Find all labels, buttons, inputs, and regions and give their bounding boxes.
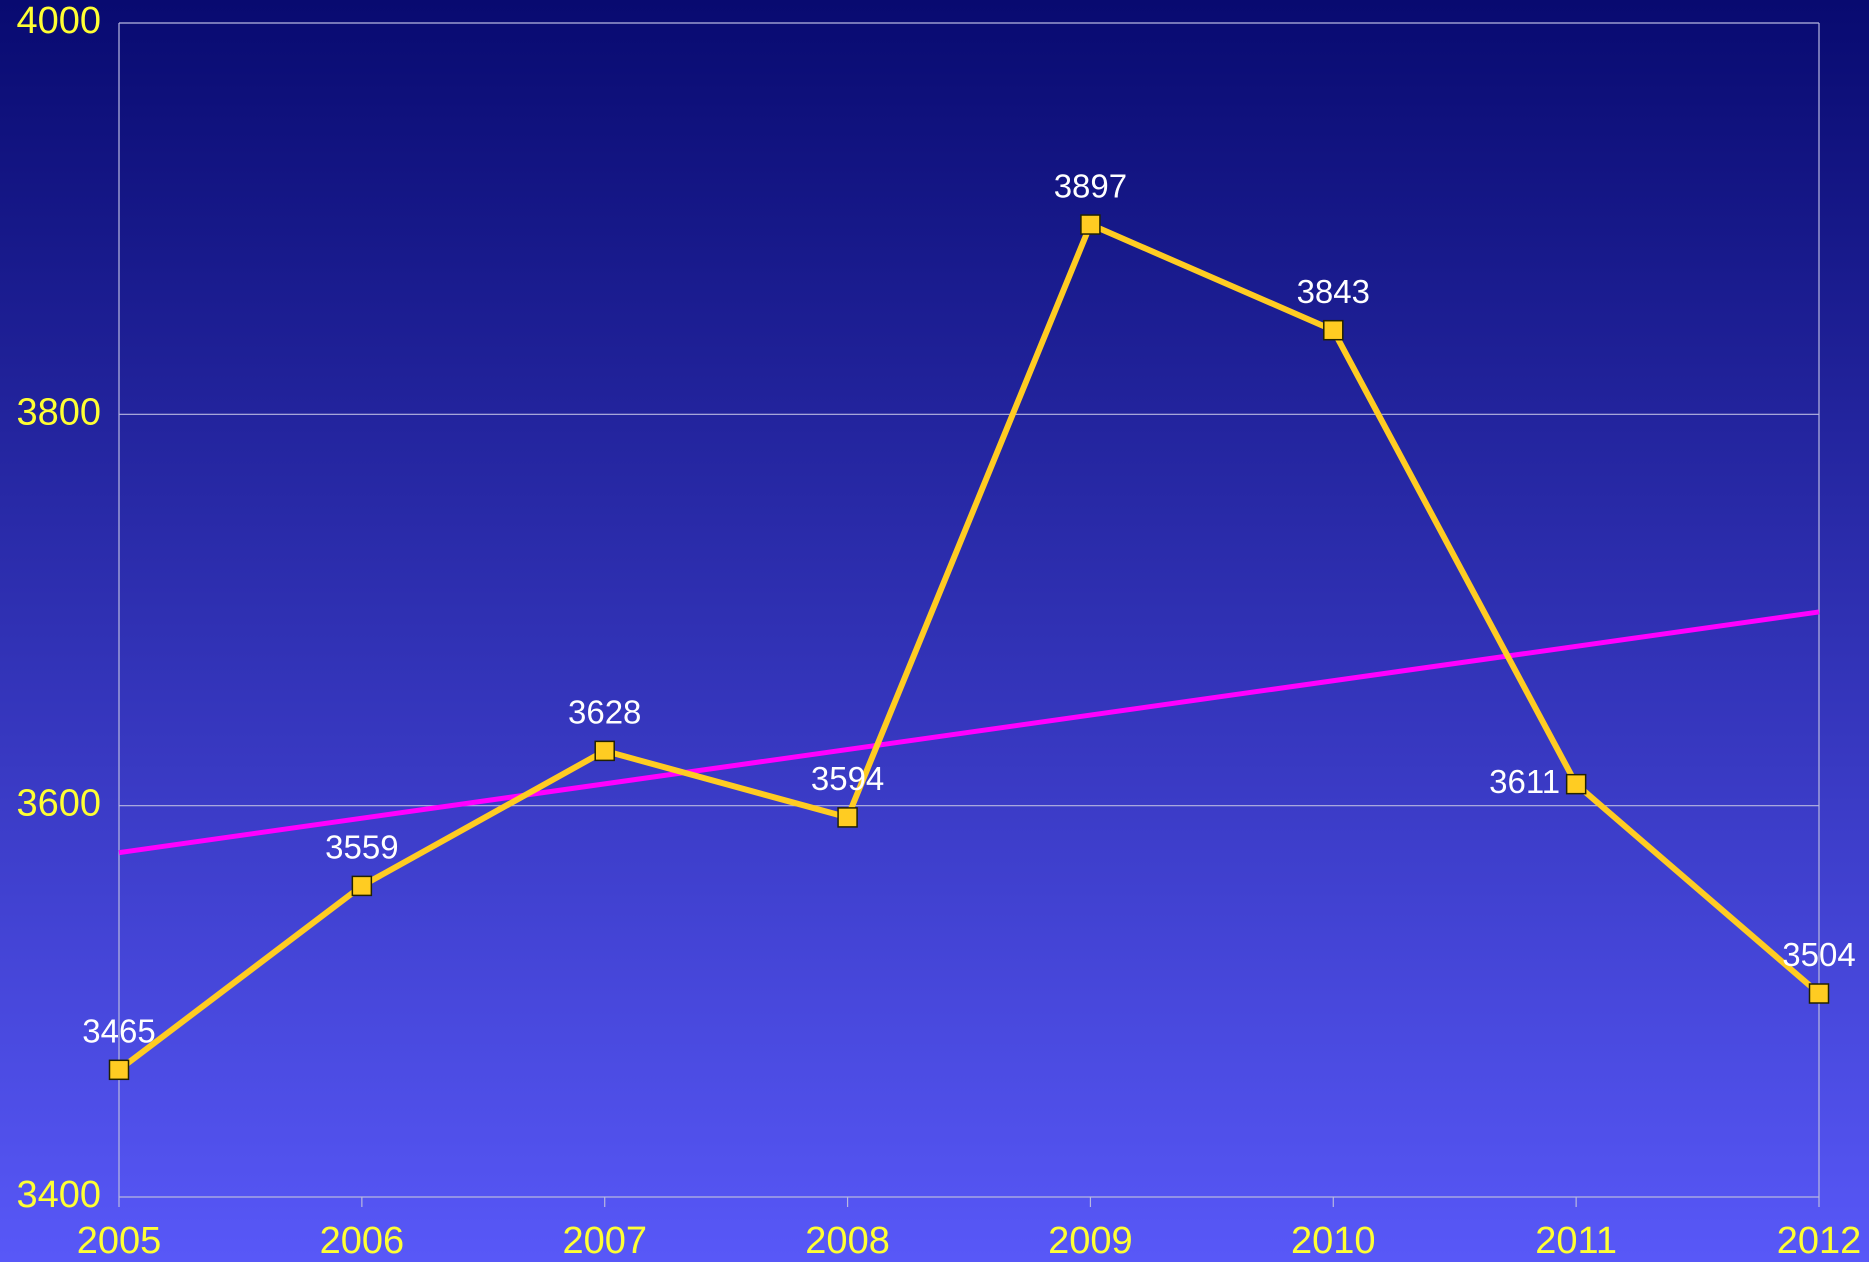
x-tick-label: 2011 xyxy=(1535,1220,1617,1262)
x-tick-label: 2006 xyxy=(320,1220,405,1262)
x-tick-label: 2010 xyxy=(1291,1220,1376,1262)
x-tick-label: 2009 xyxy=(1048,1220,1133,1262)
data-label: 3611 xyxy=(1489,763,1560,800)
x-tick-label: 2008 xyxy=(805,1220,890,1262)
marker xyxy=(108,1059,130,1081)
marker xyxy=(1565,773,1587,795)
y-tick-label: 4000 xyxy=(16,0,101,42)
x-tick-label: 2012 xyxy=(1777,1220,1862,1262)
series-line xyxy=(117,221,1821,1073)
x-tick-label: 2005 xyxy=(77,1220,162,1262)
data-label: 3628 xyxy=(568,694,641,731)
marker xyxy=(1323,319,1344,341)
data-label: 3594 xyxy=(811,760,884,797)
marker xyxy=(594,740,615,762)
y-tick-label: 3600 xyxy=(16,783,101,825)
trend-line xyxy=(118,609,1820,856)
marker xyxy=(351,875,373,897)
marker xyxy=(837,807,858,828)
data-label: 3559 xyxy=(325,829,398,866)
data-label: 3504 xyxy=(1782,936,1855,973)
y-tick-label: 3400 xyxy=(16,1174,101,1216)
marker xyxy=(1808,983,1830,1004)
y-tick-label: 3800 xyxy=(16,391,101,433)
data-label: 3843 xyxy=(1297,273,1370,310)
x-tick-label: 2007 xyxy=(562,1220,647,1262)
marker xyxy=(1080,214,1101,235)
data-label: 3465 xyxy=(82,1013,155,1050)
data-label: 3897 xyxy=(1054,167,1127,204)
